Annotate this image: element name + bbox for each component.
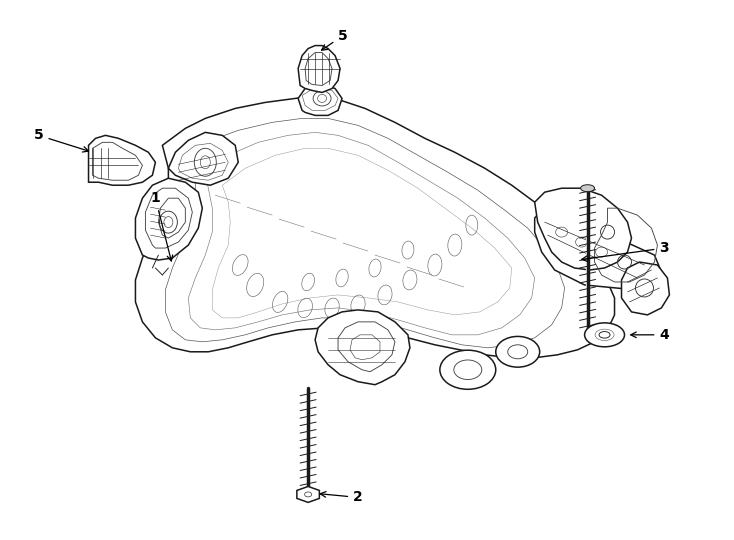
Text: 5: 5	[34, 129, 89, 152]
Polygon shape	[168, 132, 239, 185]
Ellipse shape	[495, 336, 539, 367]
Polygon shape	[298, 45, 340, 92]
Polygon shape	[622, 262, 669, 315]
Text: 5: 5	[321, 29, 348, 50]
Text: 2: 2	[320, 490, 363, 504]
Polygon shape	[89, 136, 156, 185]
Polygon shape	[298, 85, 342, 116]
Polygon shape	[136, 178, 203, 260]
Polygon shape	[297, 487, 319, 502]
Ellipse shape	[595, 329, 614, 341]
Ellipse shape	[440, 350, 495, 389]
Polygon shape	[315, 310, 410, 384]
Text: 4: 4	[631, 328, 669, 342]
Text: 1: 1	[150, 191, 172, 261]
Ellipse shape	[599, 332, 610, 338]
Ellipse shape	[305, 492, 312, 497]
Polygon shape	[534, 188, 631, 270]
Text: 3: 3	[582, 241, 669, 261]
Ellipse shape	[581, 185, 595, 192]
Polygon shape	[534, 195, 661, 292]
Ellipse shape	[584, 323, 625, 347]
Polygon shape	[136, 96, 614, 358]
